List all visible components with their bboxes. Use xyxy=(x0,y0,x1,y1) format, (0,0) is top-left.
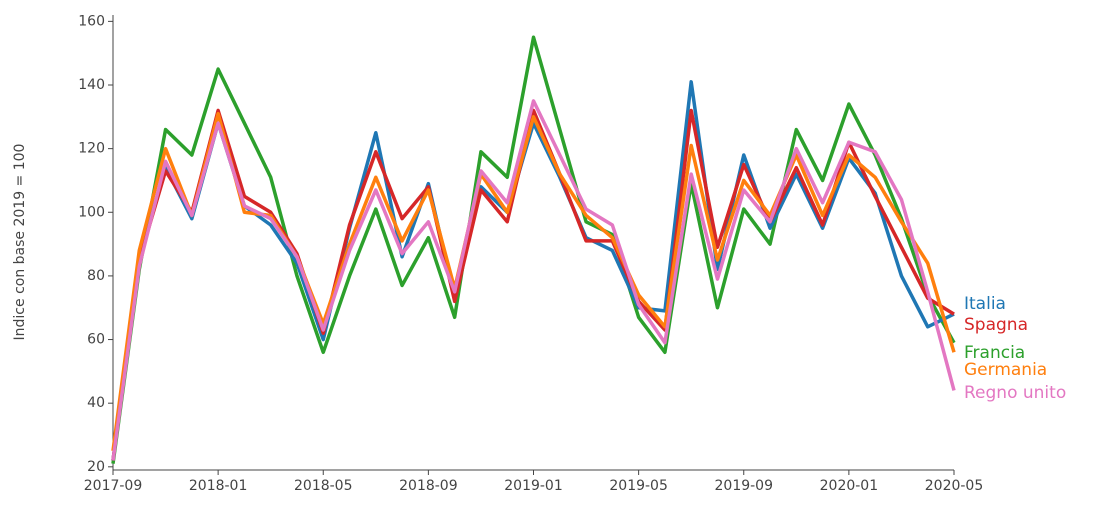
y-tick-label: 140 xyxy=(78,77,105,93)
y-axis-label: Indice con base 2019 = 100 xyxy=(12,144,28,341)
legend-label: Germania xyxy=(964,360,1047,380)
y-tick-label: 120 xyxy=(78,141,105,157)
x-tick-label: 2019-05 xyxy=(609,478,668,494)
x-tick-label: 2018-05 xyxy=(294,478,353,494)
series-line xyxy=(111,108,955,461)
y-tick-label: 80 xyxy=(87,268,105,284)
y-tick-label: 40 xyxy=(87,395,105,411)
series-line xyxy=(111,111,956,452)
legend-label: Spagna xyxy=(964,315,1028,335)
y-tick-label: 100 xyxy=(78,204,105,220)
y-tick-label: 60 xyxy=(87,332,105,348)
legend-label: Italia xyxy=(964,294,1006,314)
series-line xyxy=(111,35,956,464)
x-tick-label: 2017-09 xyxy=(84,478,143,494)
x-tick-label: 2018-09 xyxy=(399,478,458,494)
x-tick-label: 2020-01 xyxy=(820,478,879,494)
y-tick-label: 20 xyxy=(87,459,105,475)
legend-label: Regno unito xyxy=(964,383,1066,403)
series-line xyxy=(111,99,956,461)
legend-label: Francia xyxy=(964,343,1025,363)
x-tick-label: 2019-09 xyxy=(715,478,774,494)
y-tick-label: 160 xyxy=(78,13,105,29)
x-tick-label: 2018-01 xyxy=(189,478,248,494)
x-tick-label: 2019-01 xyxy=(504,478,563,494)
series-line xyxy=(111,80,955,461)
x-tick-label: 2020-05 xyxy=(925,478,984,494)
